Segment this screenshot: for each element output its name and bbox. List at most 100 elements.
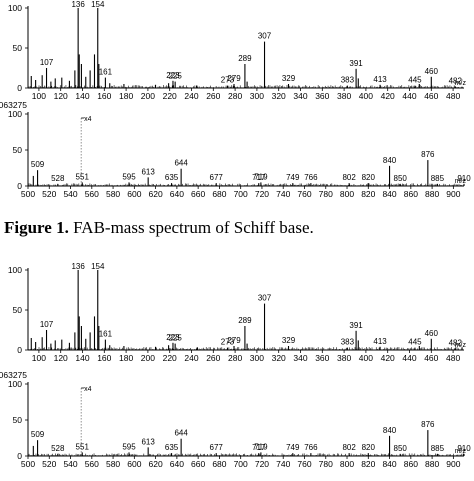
peak-label: 719 [254, 172, 268, 181]
x-tick-label: 280 [228, 91, 242, 101]
peak-label: 509 [31, 430, 45, 439]
x-tick-label: 820 [361, 459, 375, 469]
x-tick-label: 740 [276, 189, 290, 199]
x-tick-label: 400 [359, 91, 373, 101]
peak-label: 161 [99, 68, 113, 77]
y-tick-label: 100 [8, 109, 22, 119]
peak-label: 307 [258, 32, 272, 41]
peak-label: 850 [394, 174, 408, 183]
x-tick-label: 120 [54, 353, 68, 363]
x-tick-label: 560 [85, 459, 99, 469]
x-tick-label: 700 [234, 189, 248, 199]
x-tick-label: 520 [42, 189, 56, 199]
y-tick-label: 50 [13, 305, 23, 315]
peak-label: 528 [51, 174, 65, 183]
x-tick-label: 380 [337, 91, 351, 101]
x-tick-label: 640 [170, 459, 184, 469]
spectrum-figure-2: 0 50 100 100 120 140 160 180 200 220 240 260 280 300 3… [0, 262, 471, 469]
x-tick-label: 700 [234, 459, 248, 469]
x-tick-label: 440 [402, 91, 416, 101]
peak-label: 820 [362, 443, 376, 452]
peak-label: 749 [286, 443, 300, 452]
peak-label: 279 [227, 74, 241, 83]
x-tick-label: 340 [293, 91, 307, 101]
peak-label: 885 [431, 444, 445, 453]
x-tick-label: 100 [32, 353, 46, 363]
y-tick-label: 100 [8, 265, 22, 275]
peak-label: 910 [457, 444, 471, 453]
x-tick-label: 580 [106, 189, 120, 199]
spectrum-panel-1: 0 50 100 100 120 140 160 180 200 220 240 260 280 300 3… [8, 262, 467, 363]
x-tick-label: 300 [250, 353, 264, 363]
peak-label: 766 [304, 443, 318, 452]
peak-label: 885 [431, 174, 445, 183]
peak-label: 910 [457, 174, 471, 183]
y-tick-label: 50 [13, 415, 23, 425]
peak-label: 289 [238, 316, 252, 325]
peak-label: 225 [168, 334, 182, 343]
x-tick-label: 380 [337, 353, 351, 363]
x-tick-label: 880 [425, 459, 439, 469]
x-tick-label: 420 [381, 91, 395, 101]
x-tick-label: 340 [293, 353, 307, 363]
x-tick-label: 640 [170, 189, 184, 199]
x-tick-label: 300 [250, 91, 264, 101]
x-tick-label: 900 [446, 189, 460, 199]
peak-label: 273 [221, 338, 235, 347]
x-axis-label: m/z [455, 80, 467, 87]
peak-label: 595 [122, 172, 136, 181]
x-tick-label: 800 [340, 189, 354, 199]
x-tick-label: 160 [97, 91, 111, 101]
x-tick-label: 680 [212, 459, 226, 469]
peak-label: 279 [227, 336, 241, 345]
x-tick-label: 280 [228, 353, 242, 363]
spectrum-panel-2: 0 50 1001063275 x4 500 520 540 560 580 600 620 640 6… [0, 100, 471, 199]
x-tick-label: 800 [340, 459, 354, 469]
peak-label: 460 [425, 67, 439, 76]
zoom-factor-label: x4 [84, 386, 92, 393]
peak-label: 154 [91, 0, 105, 9]
peak-label: 107 [40, 58, 54, 67]
x-tick-label: 220 [163, 91, 177, 101]
x-tick-label: 320 [272, 353, 286, 363]
peak-label: 107 [40, 320, 54, 329]
x-tick-label: 840 [382, 459, 396, 469]
x-tick-label: 820 [361, 189, 375, 199]
peak-label: 595 [122, 442, 136, 451]
x-tick-label: 360 [315, 353, 329, 363]
y-tick-label: 0 [17, 345, 22, 355]
y-tick-label: 0 [17, 181, 22, 191]
x-tick-label: 500 [21, 189, 35, 199]
peak-label: 225 [168, 72, 182, 81]
peak-label: 749 [286, 173, 300, 182]
peak-label: 644 [174, 429, 188, 438]
x-tick-label: 620 [149, 459, 163, 469]
x-tick-label: 260 [206, 91, 220, 101]
x-tick-label: 180 [119, 91, 133, 101]
x-tick-label: 400 [359, 353, 373, 363]
peak-label: 820 [362, 173, 376, 182]
x-tick-label: 580 [106, 459, 120, 469]
peak-label: 391 [349, 321, 363, 330]
peak-label: 383 [341, 76, 355, 85]
baseline-noise [28, 453, 464, 456]
x-tick-label: 660 [191, 459, 205, 469]
y-tick-label: 100 [8, 3, 22, 13]
peak-label: 460 [425, 329, 439, 338]
peak-label: 876 [421, 150, 435, 159]
peak-label: 445 [408, 76, 422, 85]
peak-label: 413 [373, 75, 387, 84]
x-tick-label: 140 [75, 91, 89, 101]
x-tick-label: 240 [184, 353, 198, 363]
x-tick-label: 460 [424, 91, 438, 101]
peak-label: 551 [76, 172, 90, 181]
spectrum-panel-1: 0 50 100 100 120 140 160 180 200 220 240 260 280 300 3… [8, 0, 467, 101]
figure-caption-label: Figure 1. [4, 218, 69, 237]
peak-label: 273 [221, 76, 235, 85]
x-tick-label: 420 [381, 353, 395, 363]
peak-label: 876 [421, 420, 435, 429]
x-tick-label: 600 [127, 459, 141, 469]
x-tick-label: 760 [297, 189, 311, 199]
peak-label: 551 [76, 442, 90, 451]
max-intensity-label: 1063275 [0, 370, 27, 380]
